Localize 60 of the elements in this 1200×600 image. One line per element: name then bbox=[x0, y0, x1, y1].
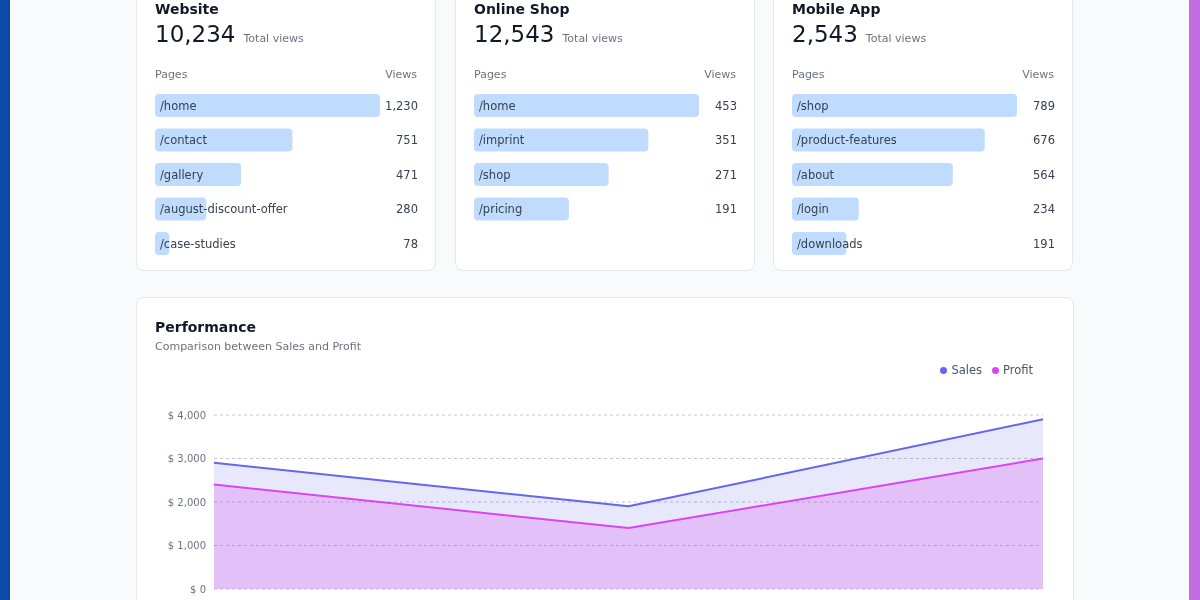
y-tick-label: /case-studies bbox=[160, 236, 236, 251]
text: 10,234 bbox=[155, 21, 236, 47]
chart-title: Website bbox=[155, 1, 219, 17]
data-label: 234 bbox=[1033, 202, 1055, 216]
chart-title: Performance bbox=[155, 319, 257, 335]
data-label: 789 bbox=[1033, 98, 1055, 113]
y-tick-label: /imprint bbox=[479, 133, 525, 147]
y-tick-label: /product-features bbox=[797, 133, 897, 147]
y-tick-label: /home bbox=[160, 98, 197, 113]
legend-label: Profit bbox=[1003, 363, 1033, 377]
data-label: 751 bbox=[396, 133, 418, 147]
data-label: 280 bbox=[396, 202, 418, 216]
text: 2,543 bbox=[792, 21, 858, 47]
bar bbox=[155, 128, 293, 152]
y-tick-label: /contact bbox=[160, 133, 208, 147]
bar bbox=[474, 94, 699, 117]
bar bbox=[792, 94, 1017, 117]
data-label: 191 bbox=[1033, 236, 1055, 251]
data-label: 78 bbox=[403, 236, 418, 251]
y-tick-label: /shop bbox=[479, 167, 511, 182]
data-label: 453 bbox=[715, 98, 737, 113]
y-tick-label: /downloads bbox=[797, 236, 863, 251]
legend-label: Sales bbox=[951, 363, 982, 377]
y-tick-label: /pricing bbox=[479, 202, 523, 216]
text: Total views bbox=[562, 32, 623, 45]
chart-title: Mobile App bbox=[792, 1, 881, 17]
x-axis-title: Views bbox=[385, 68, 417, 81]
data-label: 564 bbox=[1033, 167, 1055, 182]
x-axis-title: Views bbox=[1022, 68, 1054, 81]
y-tick-label: $ 3,000 bbox=[167, 453, 206, 465]
y-axis-title: Pages bbox=[792, 68, 825, 81]
y-tick-label: /gallery bbox=[160, 167, 204, 182]
y-tick-label: $ 0 bbox=[190, 583, 206, 595]
data-label: 271 bbox=[715, 167, 737, 182]
y-tick-label: /home bbox=[479, 98, 516, 113]
data-label: 191 bbox=[715, 202, 737, 216]
data-label: 676 bbox=[1033, 133, 1055, 147]
y-tick-label: /shop bbox=[797, 98, 829, 113]
chart-title: Online Shop bbox=[474, 1, 570, 17]
chart-subtitle: Comparison between Sales and Profit bbox=[155, 340, 362, 353]
y-tick-label: $ 4,000 bbox=[167, 409, 206, 421]
text: 12,543 bbox=[474, 21, 555, 47]
bar bbox=[474, 163, 609, 186]
data-label: 471 bbox=[396, 167, 418, 182]
y-tick-label: /about bbox=[797, 167, 835, 182]
y-tick-label: /login bbox=[797, 202, 829, 216]
data-label: 351 bbox=[715, 133, 737, 147]
text: Total views bbox=[865, 32, 927, 45]
text: Total views bbox=[243, 32, 304, 45]
y-tick-label: /august-discount-offer bbox=[160, 202, 288, 216]
y-tick-label: $ 2,000 bbox=[167, 496, 206, 508]
y-axis-title: Pages bbox=[474, 68, 507, 81]
y-axis-title: Pages bbox=[155, 68, 188, 81]
bar bbox=[792, 163, 953, 186]
x-axis-title: Views bbox=[704, 68, 736, 81]
bar bbox=[155, 94, 380, 117]
bar bbox=[474, 197, 569, 221]
bar bbox=[474, 128, 649, 152]
data-label: 1,230 bbox=[385, 98, 418, 113]
y-tick-label: $ 1,000 bbox=[167, 540, 206, 552]
